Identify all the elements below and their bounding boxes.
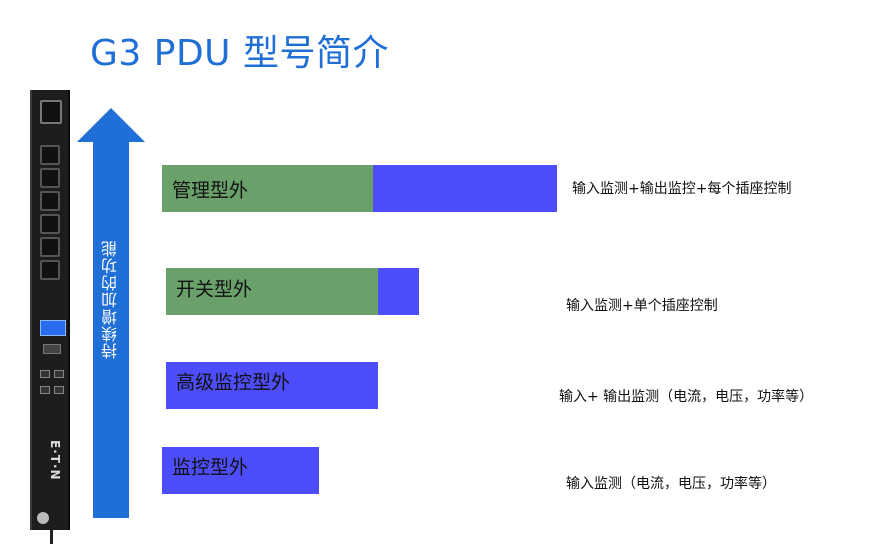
tier-bar-switched: 开关型外 — [166, 268, 419, 315]
brand-logo: E·T·N — [48, 440, 62, 481]
outlet-icon — [40, 191, 60, 211]
arrow-label: 持续增加的功能 — [101, 240, 120, 359]
bar-segment-base — [166, 362, 378, 409]
cable-icon — [50, 530, 53, 544]
bar-segment-base — [162, 447, 319, 494]
outlet-icon — [40, 100, 62, 124]
bar-segment-base — [162, 165, 373, 212]
outlet-icon — [40, 260, 60, 280]
outlet-icon — [40, 168, 60, 188]
port-icon — [54, 386, 64, 394]
port-icon — [40, 386, 50, 394]
outlet-icon — [40, 145, 60, 165]
arrow-up-icon — [77, 108, 145, 142]
pdu-device-image: E·T·N — [30, 90, 70, 544]
bar-segment-added — [378, 268, 419, 315]
tier-description: 输入+ 输出监测（电流，电压，功率等） — [559, 389, 814, 405]
tier-label: 开关型外 — [176, 278, 253, 301]
tier-label: 高级监控型外 — [176, 371, 291, 394]
port-icon — [40, 370, 50, 378]
tier-bar-advanced-monitored: 高级监控型外 — [166, 362, 378, 409]
tier-description: 输入监测+单个插座控制 — [566, 298, 718, 314]
ground-icon — [37, 512, 49, 524]
tier-bar-monitored: 监控型外 — [162, 447, 319, 494]
display-icon — [40, 320, 66, 336]
bar-segment-added — [373, 165, 557, 212]
tier-description: 输入监测（电流，电压，功率等） — [566, 476, 776, 492]
outlet-icon — [40, 237, 60, 257]
tier-description: 输入监测+输出监控+每个插座控制 — [572, 181, 792, 197]
outlet-icon — [40, 214, 60, 234]
tier-label: 管理型外 — [172, 179, 249, 201]
tier-label: 监控型外 — [172, 456, 249, 479]
port-icon — [54, 370, 64, 378]
bar-segment-base — [166, 268, 378, 315]
page-title: G3 PDU 型号简介 — [90, 33, 389, 74]
tier-bar-managed: 管理型外 — [162, 165, 557, 212]
arrow-shaft — [93, 140, 129, 518]
button-icon — [43, 344, 61, 354]
